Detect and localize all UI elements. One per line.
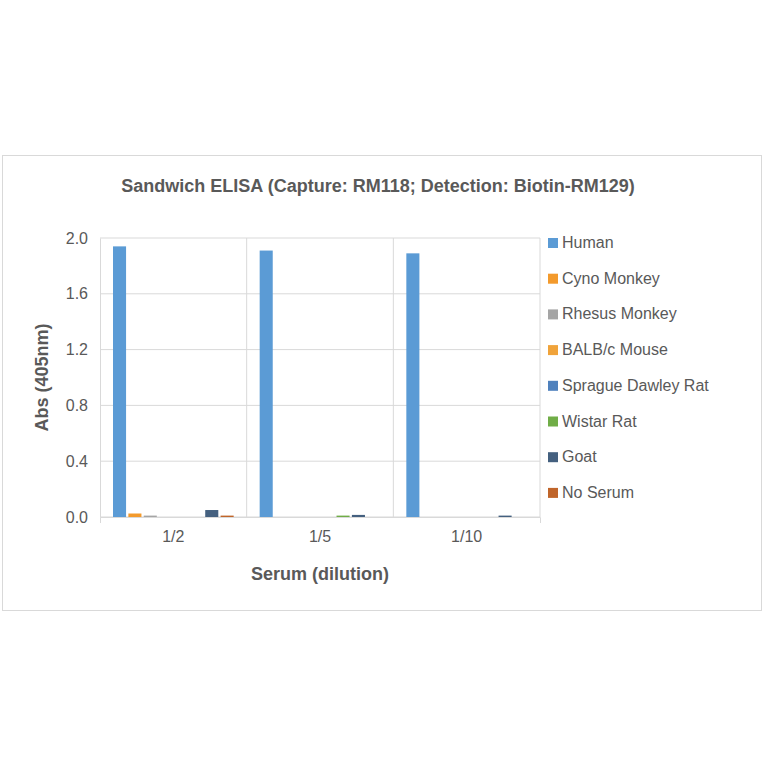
y-axis-line — [100, 239, 101, 518]
legend-label: BALB/c Mouse — [562, 341, 668, 358]
legend-swatch — [548, 488, 558, 498]
y-tick-label: 0.8 — [66, 397, 88, 414]
panel-divider — [540, 238, 541, 517]
x-tick-label: 1/10 — [451, 528, 482, 545]
grid-line — [100, 405, 540, 406]
bar — [113, 246, 126, 517]
grid-line — [100, 238, 540, 239]
legend-item: No Serum — [548, 484, 634, 501]
series — [221, 516, 234, 517]
y-axis-title: Abs (405nm) — [32, 323, 52, 431]
legend-swatch — [548, 452, 558, 462]
grid-line — [100, 293, 540, 294]
bar — [260, 251, 273, 517]
bar — [422, 517, 435, 518]
y-tick: 1.6 — [66, 285, 100, 302]
legend-label: Rhesus Monkey — [562, 305, 677, 322]
chart-border — [3, 156, 762, 611]
series — [144, 516, 157, 517]
legend-item: Cyno Monkey — [548, 270, 660, 287]
legend-item: Human — [548, 234, 614, 251]
bar — [290, 517, 303, 518]
bar — [174, 517, 187, 518]
bar — [205, 510, 218, 517]
bar — [483, 517, 496, 518]
x-tick-label: 1/2 — [162, 528, 184, 545]
legend-swatch — [548, 417, 558, 427]
legend-label: Cyno Monkey — [562, 270, 660, 287]
legend-item: Wistar Rat — [548, 413, 637, 430]
y-tick-label: 1.2 — [66, 341, 88, 358]
plot: 0.0 0.4 0.8 1.2 1.6 2.0 1/2 1/5 1/10 — [66, 230, 541, 546]
bar — [468, 517, 481, 518]
bar — [221, 516, 234, 517]
legend-swatch — [548, 309, 558, 319]
grid-line — [100, 349, 540, 350]
bar — [144, 516, 157, 517]
series — [337, 516, 350, 517]
y-tick: 0.0 — [66, 509, 100, 526]
legend-item: Rhesus Monkey — [548, 305, 677, 322]
x-tick: 1/2 — [162, 517, 184, 545]
legend-label: Sprague Dawley Rat — [562, 377, 709, 394]
bar — [159, 517, 172, 518]
legend-swatch — [548, 345, 558, 355]
bar — [306, 517, 319, 518]
y-tick: 2.0 — [66, 230, 100, 247]
chart: Sandwich ELISA (Capture: RM118; Detectio… — [0, 0, 764, 764]
bar — [275, 517, 288, 518]
legend-label: Goat — [562, 448, 597, 465]
bar — [499, 516, 512, 517]
bar — [452, 517, 465, 518]
panel-divider — [393, 238, 394, 517]
y-tick-label: 0.0 — [66, 509, 88, 526]
y-tick: 1.2 — [66, 341, 100, 358]
series — [113, 246, 419, 517]
series — [128, 514, 141, 517]
x-tick: 1/5 — [309, 517, 331, 545]
y-axis: 0.0 0.4 0.8 1.2 1.6 2.0 — [66, 230, 101, 526]
bar — [514, 517, 527, 518]
legend-item: BALB/c Mouse — [548, 341, 668, 358]
legend-item: Sprague Dawley Rat — [548, 377, 709, 394]
bar — [367, 517, 380, 518]
legend-label: Wistar Rat — [562, 413, 637, 430]
grid-line — [100, 461, 540, 462]
x-axis-line — [101, 518, 541, 524]
x-axis: 1/2 1/5 1/10 — [101, 517, 541, 545]
bar — [352, 515, 365, 517]
bar — [337, 516, 350, 517]
x-tick-mark — [173, 517, 174, 523]
series — [205, 510, 511, 517]
y-tick-label: 0.4 — [66, 453, 88, 470]
panel-divider — [246, 238, 247, 517]
y-tick-label: 1.6 — [66, 285, 88, 302]
bar — [190, 517, 203, 518]
y-tick-label: 2.0 — [66, 230, 88, 247]
legend-label: Human — [562, 234, 614, 251]
bar — [321, 517, 334, 518]
y-tick: 0.8 — [66, 397, 100, 414]
legend-item: Goat — [548, 448, 597, 465]
legend-swatch — [548, 238, 558, 248]
bars — [113, 246, 512, 517]
legend: Human Cyno Monkey Rhesus Monkey BALB/c Mous… — [548, 234, 709, 501]
title: Sandwich ELISA (Capture: RM118; Detectio… — [121, 176, 634, 196]
bar — [128, 514, 141, 517]
bar — [437, 517, 450, 518]
y-tick: 0.4 — [66, 453, 100, 470]
legend-swatch — [548, 381, 558, 391]
legend-label: No Serum — [562, 484, 634, 501]
x-tick: 1/10 — [451, 517, 482, 545]
x-tick-mark — [466, 517, 467, 523]
bar — [406, 253, 419, 517]
x-axis-title: Serum (dilution) — [251, 564, 389, 584]
x-tick-label: 1/5 — [309, 528, 331, 545]
x-tick-mark — [320, 517, 321, 523]
legend-swatch — [548, 274, 558, 284]
